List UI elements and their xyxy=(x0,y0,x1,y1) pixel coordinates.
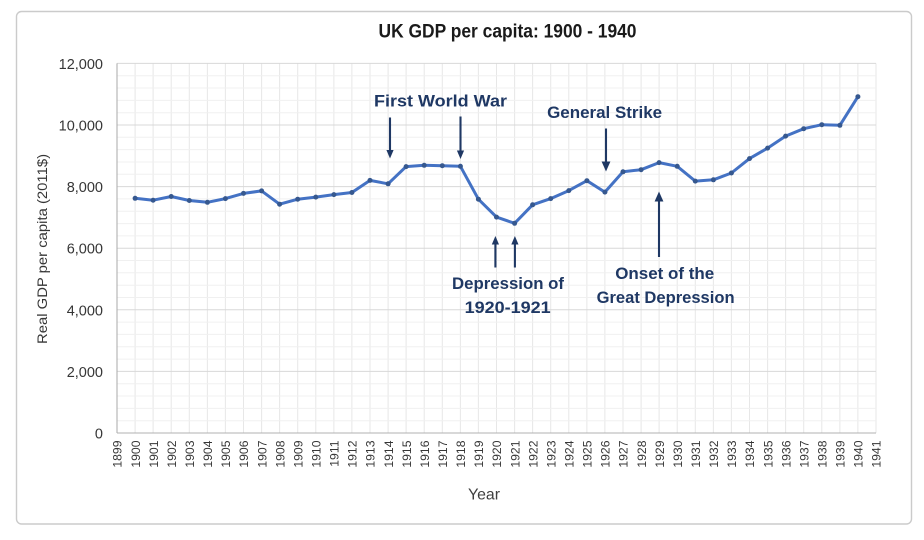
svg-text:1905: 1905 xyxy=(219,440,233,467)
svg-text:Great Depression: Great Depression xyxy=(597,288,735,307)
svg-text:1923: 1923 xyxy=(544,440,558,467)
svg-text:1904: 1904 xyxy=(201,440,215,467)
svg-text:General Strike: General Strike xyxy=(547,103,662,122)
svg-text:1917: 1917 xyxy=(436,440,450,467)
svg-text:1911: 1911 xyxy=(328,440,342,466)
svg-text:4,000: 4,000 xyxy=(67,303,103,319)
svg-text:1937: 1937 xyxy=(797,440,811,467)
svg-text:1914: 1914 xyxy=(382,440,396,467)
svg-text:1924: 1924 xyxy=(563,440,577,467)
svg-text:6,000: 6,000 xyxy=(67,242,103,258)
svg-text:1919: 1919 xyxy=(472,440,486,467)
svg-text:1913: 1913 xyxy=(364,440,378,467)
svg-text:1899: 1899 xyxy=(111,440,125,467)
svg-text:1931: 1931 xyxy=(689,440,703,467)
svg-text:Depression of: Depression of xyxy=(452,274,564,293)
svg-text:1925: 1925 xyxy=(581,440,595,467)
svg-text:1939: 1939 xyxy=(834,440,848,467)
svg-text:UK GDP per capita: 1900 - 1940: UK GDP per capita: 1900 - 1940 xyxy=(379,22,637,43)
svg-text:1941: 1941 xyxy=(870,440,884,467)
svg-text:1902: 1902 xyxy=(165,440,179,467)
svg-text:1938: 1938 xyxy=(816,440,830,467)
svg-text:1907: 1907 xyxy=(255,440,269,467)
svg-text:1903: 1903 xyxy=(183,440,197,467)
svg-text:0: 0 xyxy=(95,427,103,443)
svg-text:10,000: 10,000 xyxy=(59,119,103,135)
svg-text:8,000: 8,000 xyxy=(67,180,103,196)
svg-text:1922: 1922 xyxy=(526,440,540,467)
svg-text:1900: 1900 xyxy=(129,440,143,467)
svg-text:12,000: 12,000 xyxy=(59,57,103,73)
svg-text:1915: 1915 xyxy=(400,440,414,467)
svg-text:1940: 1940 xyxy=(852,440,866,467)
svg-text:1918: 1918 xyxy=(454,440,468,467)
svg-text:1932: 1932 xyxy=(707,440,721,467)
svg-text:1930: 1930 xyxy=(671,440,685,467)
svg-text:2,000: 2,000 xyxy=(67,365,103,381)
svg-text:1901: 1901 xyxy=(147,440,161,467)
svg-text:1934: 1934 xyxy=(743,440,757,467)
svg-text:1935: 1935 xyxy=(761,440,775,467)
svg-text:1908: 1908 xyxy=(273,440,287,467)
svg-text:1910: 1910 xyxy=(310,440,324,467)
svg-text:1933: 1933 xyxy=(725,440,739,467)
svg-text:Onset of the: Onset of the xyxy=(615,264,714,283)
svg-text:1906: 1906 xyxy=(237,440,251,467)
svg-text:1926: 1926 xyxy=(599,440,613,467)
svg-text:1921: 1921 xyxy=(508,440,522,467)
svg-text:1909: 1909 xyxy=(291,440,305,467)
svg-text:1920-1921: 1920-1921 xyxy=(465,298,551,317)
svg-text:1936: 1936 xyxy=(779,440,793,467)
svg-text:Real GDP per capita (2011$): Real GDP per capita (2011$) xyxy=(34,154,50,344)
svg-text:1928: 1928 xyxy=(635,440,649,467)
svg-text:First World War: First World War xyxy=(374,92,507,111)
svg-text:1920: 1920 xyxy=(490,440,504,467)
svg-text:1927: 1927 xyxy=(617,440,631,467)
svg-text:1929: 1929 xyxy=(653,440,667,467)
svg-text:1912: 1912 xyxy=(346,440,360,467)
svg-text:Year: Year xyxy=(468,487,501,504)
svg-text:1916: 1916 xyxy=(418,440,432,467)
